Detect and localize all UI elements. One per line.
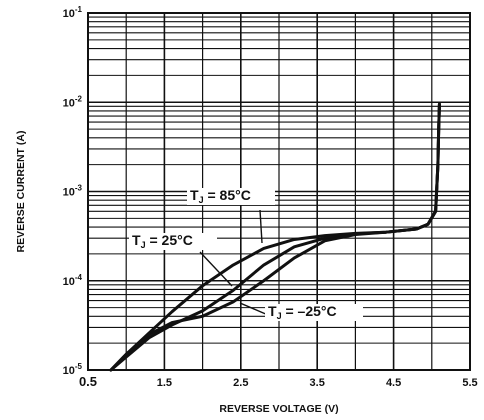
annotation-leader-line — [199, 251, 233, 287]
annotation-leader-line — [259, 209, 263, 244]
x-tick-label: 2.5 — [233, 377, 248, 389]
y-tick-label: 10-2 — [63, 94, 83, 109]
x-tick-label: 3.5 — [310, 377, 325, 389]
x-tick-labels: 0.5 1.5 2.5 3.5 4.5 5.5 — [79, 374, 478, 389]
y-tick-label: 10-1 — [63, 5, 83, 20]
series-group — [109, 102, 441, 372]
plot-frame — [87, 12, 471, 371]
x-tick-label: 0.5 — [79, 374, 97, 389]
x-axis-title: REVERSE VOLTAGE (V) — [219, 403, 338, 415]
annotation-background — [187, 188, 275, 205]
series-label: TJ = 85°C — [190, 187, 251, 205]
y-tick-label: 10-4 — [63, 273, 83, 288]
series-annotations: TJ = 85°C TJ = 25°C TJ = –25°C — [129, 187, 363, 321]
y-axis-title: REVERSE CURRENT (A) — [15, 131, 27, 253]
series-label: TJ = 25°C — [132, 232, 193, 250]
y-tick-label: 10-3 — [63, 184, 83, 199]
y-tick-label: 10-5 — [63, 362, 83, 377]
annotation-background — [129, 233, 217, 250]
y-tick-labels: 10-5 10-4 10-3 10-2 10-1 — [63, 5, 83, 377]
series-label: TJ = –25°C — [268, 303, 337, 321]
x-tick-label: 4.5 — [386, 377, 401, 389]
annotation-background — [265, 304, 363, 321]
annotation-leader-line — [239, 302, 269, 316]
x-tick-label: 1.5 — [157, 377, 172, 389]
series-line — [109, 102, 441, 372]
grid — [88, 13, 470, 370]
x-tick-label: 5.5 — [462, 377, 477, 389]
